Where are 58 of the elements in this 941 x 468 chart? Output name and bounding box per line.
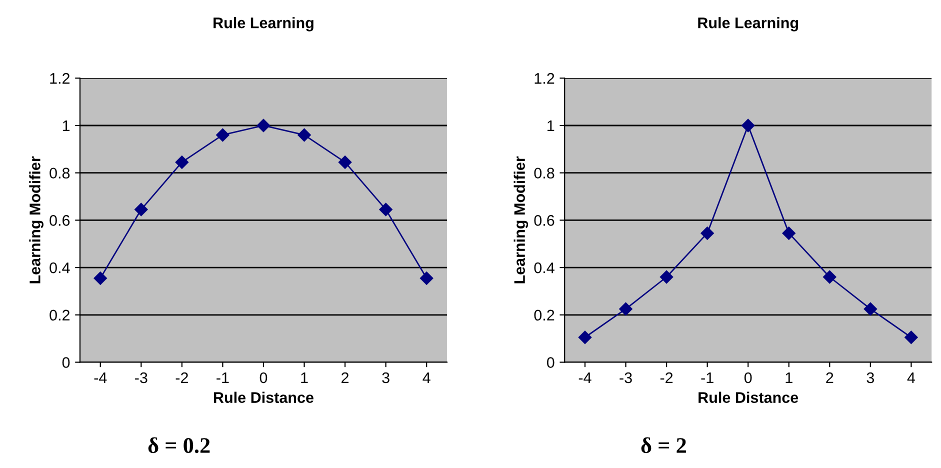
y-tick-label: 0.2 (50, 310, 70, 321)
y-tick-label: 0 (62, 357, 70, 368)
x-axis-title: Rule Distance (214, 392, 314, 403)
x-tick-label: -2 (176, 372, 188, 384)
x-tick-label: -3 (135, 372, 148, 384)
y-axis-title: Learning Modifier (29, 156, 44, 284)
x-tick-label: -3 (620, 372, 632, 384)
x-axis-title: Rule Distance (698, 392, 798, 403)
y-tick-label: 0.4 (534, 262, 554, 274)
chart-title: Rule Learning (698, 17, 798, 32)
x-tick-label: 1 (786, 372, 792, 384)
point (660, 270, 674, 284)
x-tick-label: 0 (260, 372, 268, 384)
point (420, 272, 434, 285)
y-tick-label: 0.6 (50, 215, 70, 226)
y-tick-label: 0.2 (534, 310, 554, 321)
x-tick-label: 3 (382, 372, 390, 384)
text: δ = 2 (641, 437, 686, 454)
point (700, 226, 714, 240)
point (134, 202, 148, 216)
x-tick-label: 3 (866, 372, 874, 384)
point (782, 226, 796, 240)
y-tick-label: 1 (62, 120, 70, 132)
text: δ = 0.2 (148, 437, 210, 454)
y-axis-title: Learning Modifier (514, 156, 528, 284)
point (864, 302, 878, 316)
y-tick-label: 1.2 (534, 73, 554, 84)
x-tick-label: 2 (342, 372, 349, 384)
chart-title: Rule Learning (214, 17, 314, 32)
point (298, 128, 311, 142)
x-tick-label: 1 (301, 372, 308, 384)
x-tick-label: -1 (701, 372, 714, 384)
x-tick-label: 2 (826, 372, 834, 384)
x-tick-label: -4 (94, 372, 107, 384)
point (619, 302, 632, 316)
y-tick-label: 1 (548, 120, 554, 132)
point (216, 128, 230, 142)
point (379, 202, 392, 216)
point (578, 330, 592, 344)
point (338, 156, 352, 169)
x-tick-label: 4 (422, 372, 430, 384)
point (256, 118, 270, 132)
point (823, 270, 836, 284)
x-tick-label: 0 (744, 372, 752, 384)
y-tick-label: 0.6 (534, 215, 554, 226)
y-tick-label: 0.8 (50, 168, 70, 179)
y-tick-label: 1.2 (50, 73, 70, 84)
point (94, 272, 107, 285)
x-tick-label: 4 (907, 372, 916, 384)
point (904, 330, 918, 344)
y-tick-label: 0 (546, 357, 554, 368)
point (175, 156, 189, 169)
x-tick-label: -4 (578, 372, 592, 384)
x-tick-label: -2 (660, 372, 673, 384)
y-tick-label: 0.8 (534, 168, 554, 179)
x-tick-label: -1 (216, 372, 229, 384)
y-tick-label: 0.4 (50, 262, 70, 274)
point (742, 118, 755, 132)
